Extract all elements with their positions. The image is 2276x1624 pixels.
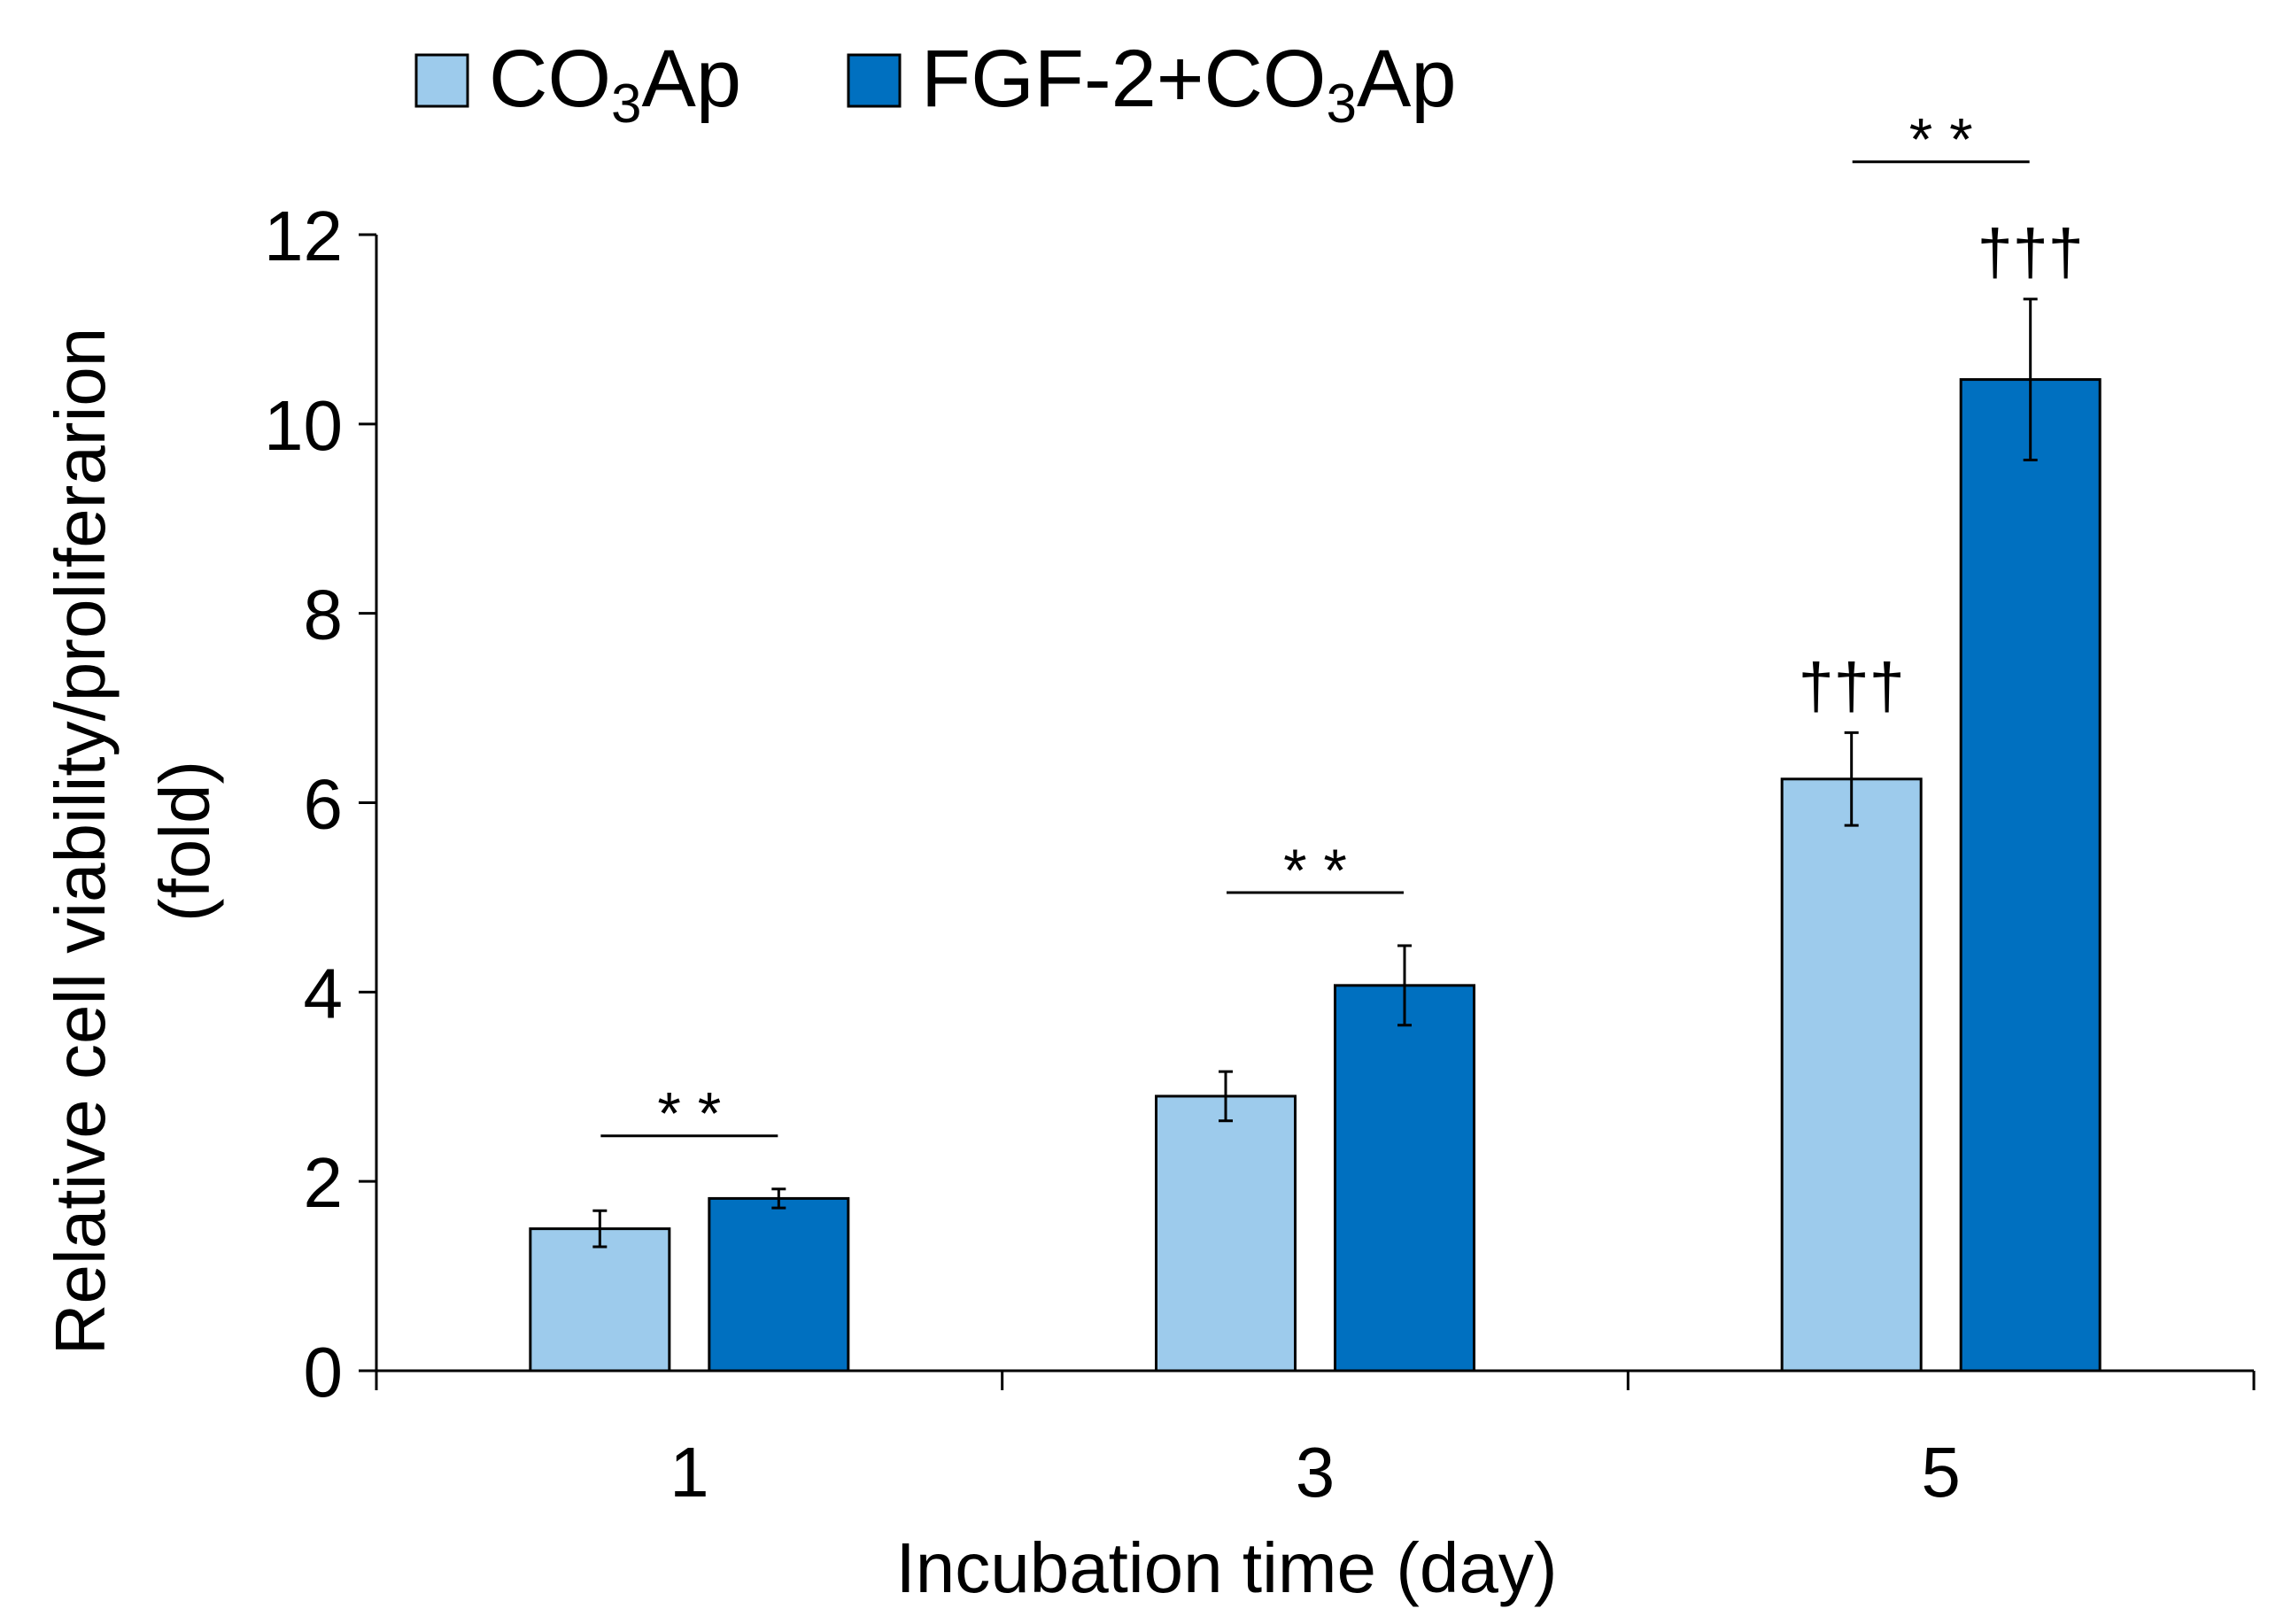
x-axis-title: Incubation time (day)	[895, 1528, 1557, 1607]
y-tick-label: 8	[304, 576, 344, 654]
legend-label-fgf2-co3ap: FGF-2+CO3Ap	[921, 34, 1457, 135]
legend: CO3Ap FGF-2+CO3Ap	[414, 34, 1457, 135]
dagger-annotation: †††	[1799, 651, 1905, 722]
y-tick-label: 2	[304, 1143, 344, 1222]
bar	[1780, 777, 1923, 1373]
bar	[1155, 1094, 1297, 1373]
bars	[529, 378, 2102, 1373]
legend-label-co3ap-sub: 3	[611, 73, 641, 135]
legend-swatch-co3ap	[414, 53, 469, 108]
error-bars	[592, 298, 2038, 1249]
bar	[529, 1227, 671, 1373]
bar	[1334, 984, 1475, 1373]
y-tick-label: 12	[264, 197, 343, 275]
dagger-annotation: †††	[1978, 218, 2084, 289]
y-axis-title-line2: (fold)	[145, 761, 224, 922]
significance-label: * *	[657, 1080, 721, 1148]
legend-label-fgf2-co3ap-sub: 3	[1326, 73, 1356, 135]
y-axis-title-line1: Relative cell viability/proliferarion	[41, 328, 120, 1355]
legend-label-fgf2-co3ap-tail: Ap	[1357, 34, 1457, 124]
legend-label-fgf2-co3ap-main: FGF-2+CO	[921, 34, 1326, 124]
bar	[708, 1196, 850, 1373]
legend-swatch-fgf2-co3ap	[847, 53, 902, 108]
annotations: * ** *††††††* *	[600, 106, 2084, 1148]
x-tick-label: 3	[1296, 1433, 1335, 1512]
x-tick-label: 5	[1921, 1433, 1961, 1512]
legend-label-co3ap-tail: Ap	[641, 34, 741, 124]
y-tick-label: 4	[304, 954, 344, 1032]
legend-label-co3ap: CO3Ap	[489, 34, 741, 135]
axes: 0 2 4 6 8 10 12 1 3 5	[264, 197, 2256, 1512]
significance-label: * *	[1283, 837, 1347, 904]
y-tick-label: 6	[304, 765, 344, 844]
significance-label: * *	[1909, 106, 1973, 174]
bar	[1959, 378, 2102, 1373]
x-tick-label: 1	[670, 1433, 709, 1512]
y-tick-label: 0	[304, 1333, 344, 1411]
y-axis-title: Relative cell viability/proliferarion (f…	[41, 328, 224, 1355]
legend-label-co3ap-main: CO	[489, 34, 611, 124]
y-tick-label: 10	[264, 386, 343, 465]
